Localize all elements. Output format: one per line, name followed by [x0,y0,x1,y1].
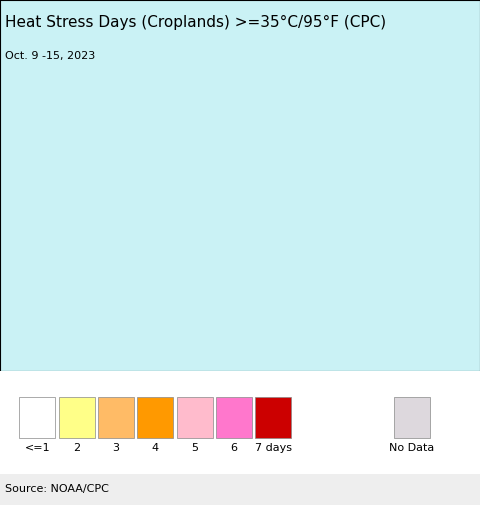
Text: Source: NOAA/CPC: Source: NOAA/CPC [5,484,108,494]
Bar [59,396,95,438]
Bar [177,396,213,438]
Text: Heat Stress Days (Croplands) >=35°C/95°F (CPC): Heat Stress Days (Croplands) >=35°C/95°F… [5,15,386,30]
Bar [137,396,173,438]
Bar [216,396,252,438]
Text: 7 days: 7 days [255,443,292,453]
Text: 4: 4 [152,443,159,453]
Text: 3: 3 [112,443,120,453]
Bar [19,396,55,438]
Text: No Data: No Data [389,443,434,453]
Bar [98,396,134,438]
Text: 2: 2 [73,443,80,453]
Text: <=1: <=1 [24,443,50,453]
Text: Oct. 9 -15, 2023: Oct. 9 -15, 2023 [5,50,95,61]
Text: 6: 6 [230,443,238,453]
Bar [255,396,291,438]
Bar [394,396,430,438]
Text: 5: 5 [191,443,198,453]
